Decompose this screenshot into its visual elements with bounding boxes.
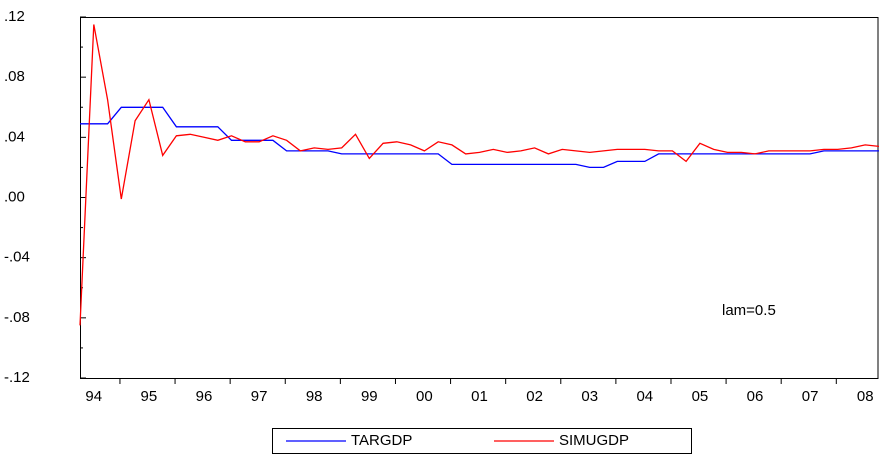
x-tick-label: 99 [361, 388, 378, 405]
series-line [79, 24, 879, 326]
x-tick-label: 02 [526, 388, 543, 405]
x-tick-label: 07 [802, 388, 819, 405]
x-tick-label: 04 [636, 388, 653, 405]
x-tick-label: 05 [692, 388, 709, 405]
y-tick-label: .08 [4, 68, 25, 85]
plot-frame [80, 17, 879, 379]
x-tick-label: 01 [471, 388, 488, 405]
x-tick-label: 08 [857, 388, 874, 405]
x-tick-label: 94 [85, 388, 102, 405]
y-tick-label: .00 [4, 188, 25, 205]
legend-label: TARGDP [351, 432, 412, 449]
y-tick-label: -.04 [4, 249, 30, 266]
legend-label: SIMUGDP [559, 432, 629, 449]
x-tick-label: 03 [581, 388, 598, 405]
series-line [80, 106, 879, 169]
x-tick-label: 96 [196, 388, 213, 405]
x-tick-label: 97 [251, 388, 268, 405]
y-tick-label: -.12 [4, 369, 30, 386]
y-tick-label: .04 [4, 128, 25, 145]
y-tick-label: .12 [4, 8, 25, 25]
annotation: lam=0.5 [722, 302, 776, 319]
y-tick-label: -.08 [4, 309, 30, 326]
x-tick-label: 98 [306, 388, 323, 405]
x-tick-label: 06 [747, 388, 764, 405]
x-tick-label: 95 [141, 388, 158, 405]
x-tick-label: 00 [416, 388, 433, 405]
